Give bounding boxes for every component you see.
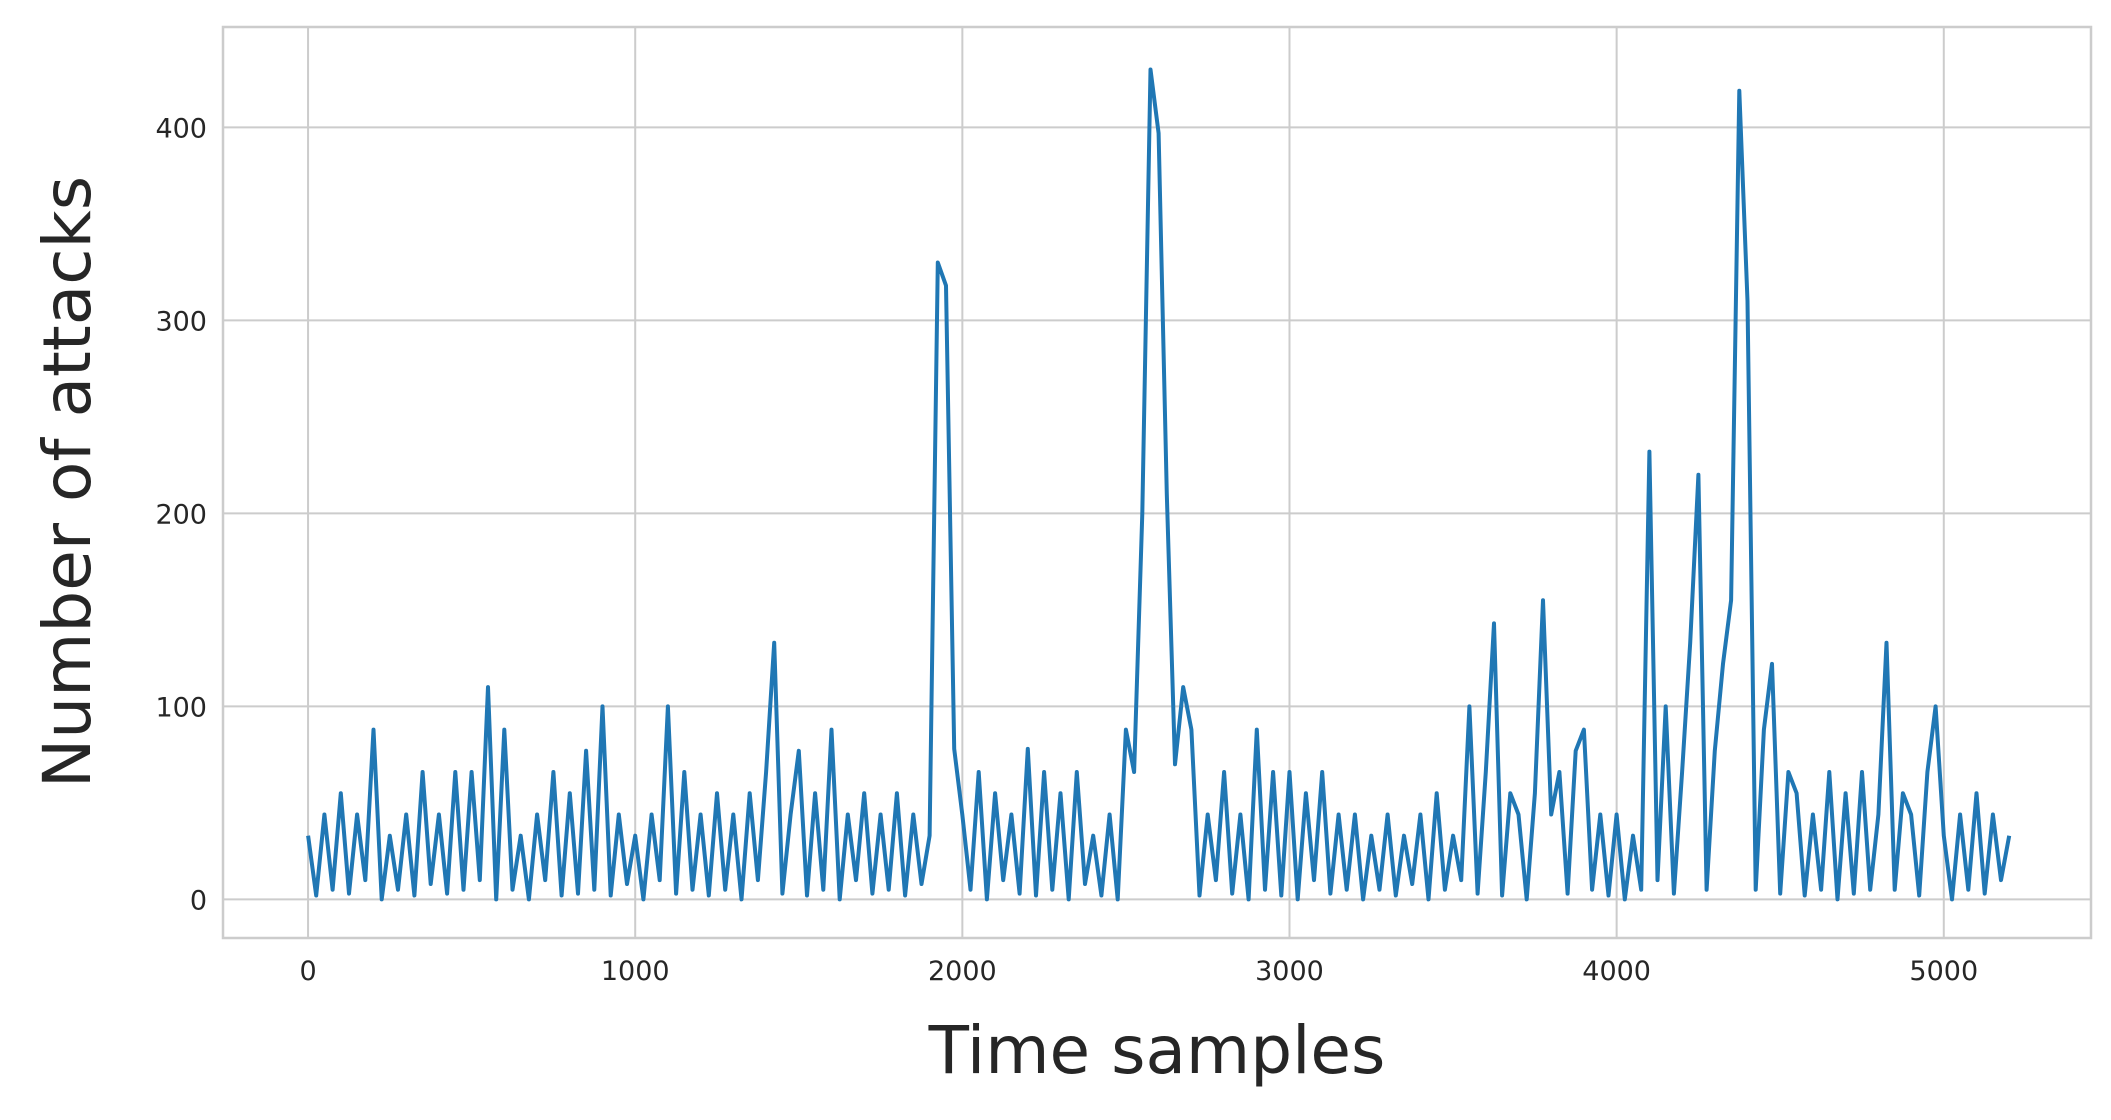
x-tick-label: 1000: [601, 956, 670, 987]
x-tick-label: 4000: [1582, 956, 1651, 987]
y-axis-label: Number of attacks: [29, 176, 106, 788]
y-tick-label: 400: [155, 113, 207, 144]
x-axis-label: Time samples: [928, 1012, 1386, 1089]
data-line: [306, 67, 2012, 902]
x-tick-label: 0: [299, 956, 316, 987]
y-tick-label: 300: [155, 306, 207, 337]
x-tick-label: 3000: [1255, 956, 1324, 987]
x-tick-label: 2000: [928, 956, 997, 987]
y-tick-label: 100: [155, 692, 207, 723]
y-tick-label: 200: [155, 499, 207, 530]
y-tick-label: 0: [190, 885, 207, 916]
plot-frame: [221, 25, 2093, 940]
x-tick-label: 5000: [1909, 956, 1978, 987]
